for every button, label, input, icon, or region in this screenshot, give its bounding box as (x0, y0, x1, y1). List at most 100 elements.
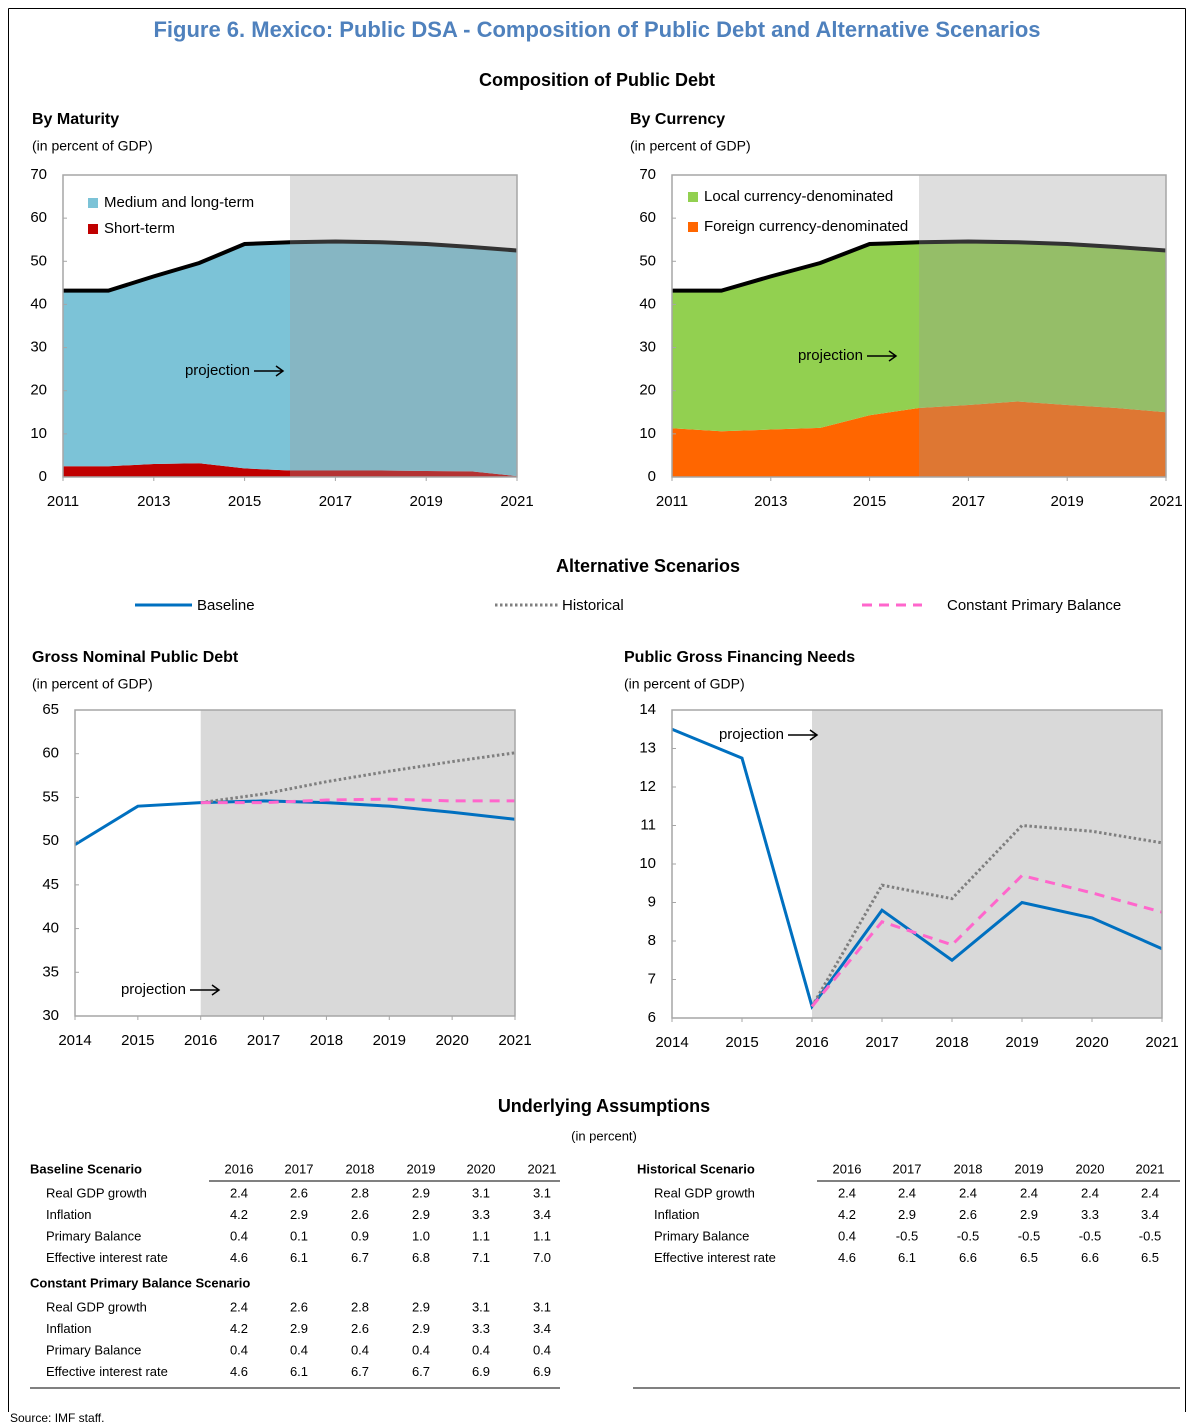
y-tick-label: 50 (42, 832, 59, 849)
y-tick-label: 50 (639, 252, 656, 269)
table-cell: 0.4 (351, 1342, 369, 1357)
table-cell: 6.7 (412, 1364, 430, 1379)
x-tick-label: 2019 (1051, 493, 1084, 510)
row-label: Effective interest rate (654, 1250, 776, 1265)
table-title: Baseline Scenario (30, 1161, 142, 1176)
table-cell: 2.6 (290, 1185, 308, 1200)
section-title: Underlying Assumptions (498, 1096, 710, 1116)
y-tick-label: 6 (648, 1009, 656, 1026)
table-cell: 6.1 (290, 1364, 308, 1379)
table-header: 2016 (225, 1161, 254, 1176)
table-cell: 4.6 (230, 1250, 248, 1265)
line (810, 873, 1163, 1008)
y-tick-label: 0 (39, 468, 47, 485)
table-cell: 3.3 (472, 1207, 490, 1222)
line (200, 797, 515, 805)
table-cell: 6.6 (959, 1250, 977, 1265)
table-cell: 2.9 (290, 1207, 308, 1222)
x-tick-label: 2017 (247, 1032, 280, 1049)
table-cell: 2.9 (412, 1185, 430, 1200)
table-cell: 3.1 (533, 1185, 551, 1200)
area (63, 463, 517, 477)
annotation: projection (121, 981, 186, 998)
x-tick-label: 2013 (754, 493, 787, 510)
y-tick-label: 70 (639, 166, 656, 183)
annotation: projection (719, 726, 784, 743)
table-header: 2020 (1076, 1161, 1105, 1176)
table-cell: 2.4 (1141, 1185, 1159, 1200)
table-cell: 6.9 (533, 1364, 551, 1379)
table-cell: 6.6 (1081, 1250, 1099, 1265)
x-tick-label: 2020 (435, 1032, 468, 1049)
y-tick-label: 60 (30, 209, 47, 226)
table-cell: 4.6 (838, 1250, 856, 1265)
y-tick-label: 20 (30, 382, 47, 399)
x-tick-label: 2017 (865, 1034, 898, 1051)
table-cell: 3.1 (472, 1185, 490, 1200)
x-tick-label: 2021 (1145, 1034, 1178, 1051)
x-tick-label: 2016 (184, 1032, 217, 1049)
y-tick-label: 30 (639, 339, 656, 356)
table-cell: 1.1 (472, 1228, 490, 1243)
figure-title: Figure 6. Mexico: Public DSA - Compositi… (153, 17, 1040, 42)
table-cell: 2.4 (959, 1185, 977, 1200)
table-cell: 2.8 (351, 1185, 369, 1200)
table-cell: 2.9 (898, 1207, 916, 1222)
chart-subtitle: (in percent of GDP) (624, 676, 745, 692)
table-cell: -0.5 (896, 1228, 918, 1243)
table-header: 2016 (833, 1161, 862, 1176)
x-tick-label: 2017 (319, 493, 352, 510)
plot-frame (74, 709, 516, 1017)
table-cell: 0.4 (230, 1228, 248, 1243)
table-cell: 3.1 (533, 1299, 551, 1314)
table-cell: 3.1 (472, 1299, 490, 1314)
table-cell: 3.3 (1081, 1207, 1099, 1222)
chart-subtitle: (in percent of GDP) (32, 676, 153, 692)
legend-label: Short-term (104, 220, 175, 237)
y-tick-label: 10 (639, 855, 656, 872)
annotation: projection (798, 347, 863, 364)
x-tick-label: 2013 (137, 493, 170, 510)
plot-frame (671, 174, 1167, 478)
table-cell: 6.7 (351, 1250, 369, 1265)
y-tick-label: 8 (648, 932, 656, 949)
plot-frame (62, 174, 518, 478)
y-tick-label: 30 (42, 1007, 59, 1024)
area (672, 401, 1166, 477)
table-cell: 0.9 (351, 1228, 369, 1243)
table-header: 2019 (407, 1161, 436, 1176)
y-tick-label: 10 (639, 425, 656, 442)
y-tick-label: 65 (42, 701, 59, 718)
table-cell: 2.4 (838, 1185, 856, 1200)
x-tick-label: 2016 (795, 1034, 828, 1051)
x-tick-label: 2020 (1075, 1034, 1108, 1051)
table-cell: -0.5 (957, 1228, 979, 1243)
legend-label: Medium and long-term (104, 194, 254, 211)
table-cell: 2.4 (1020, 1185, 1038, 1200)
x-tick-label: 2015 (853, 493, 886, 510)
table-cell: 2.9 (412, 1321, 430, 1336)
table-header: 2017 (893, 1161, 922, 1176)
legend-swatch (88, 224, 98, 234)
table-cell: 0.4 (838, 1228, 856, 1243)
legend-label: Local currency-denominated (704, 188, 893, 205)
table-cell: 3.3 (472, 1321, 490, 1336)
x-tick-label: 2014 (58, 1032, 91, 1049)
table-cell: 4.6 (230, 1364, 248, 1379)
table-cell: 6.5 (1141, 1250, 1159, 1265)
x-tick-label: 2019 (373, 1032, 406, 1049)
section-title: Alternative Scenarios (556, 556, 740, 576)
table-cell: 2.8 (351, 1299, 369, 1314)
total-line (63, 239, 518, 293)
section-title: Composition of Public Debt (479, 70, 715, 90)
line (200, 751, 516, 805)
table-cell: 0.4 (533, 1342, 551, 1357)
row-label: Effective interest rate (46, 1250, 168, 1265)
area (672, 241, 1166, 432)
x-tick-label: 2021 (1149, 493, 1182, 510)
table-cell: -0.5 (1018, 1228, 1040, 1243)
y-tick-label: 13 (639, 739, 656, 756)
y-tick-label: 14 (639, 701, 656, 718)
x-tick-label: 2018 (310, 1032, 343, 1049)
annotation: projection (185, 362, 250, 379)
